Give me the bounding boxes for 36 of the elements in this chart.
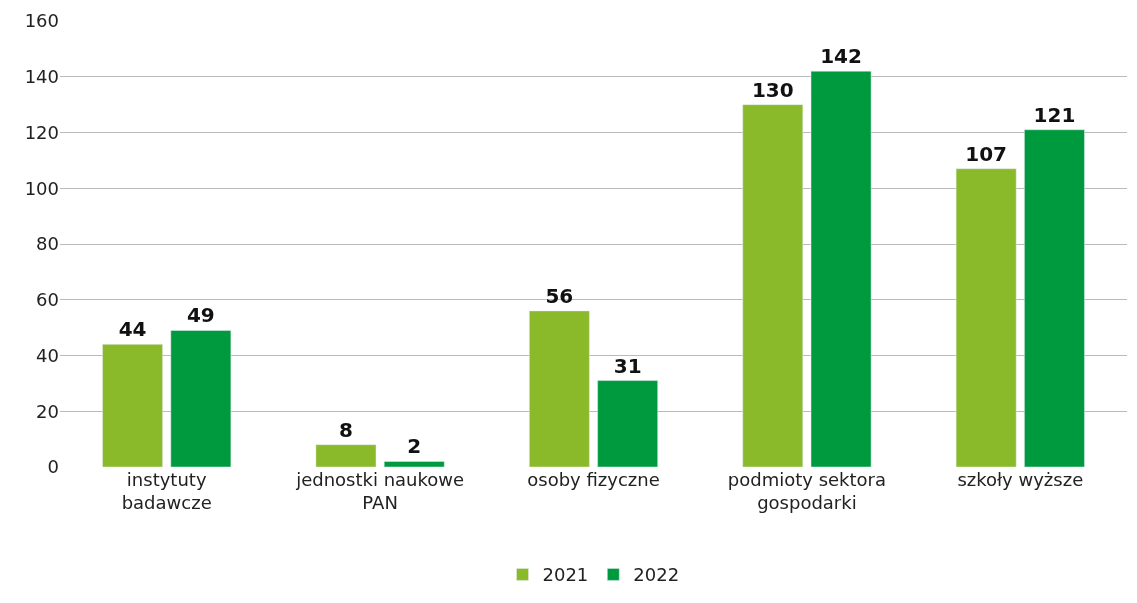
data-label: 49 [186,303,215,328]
data-label: 130 [751,77,794,102]
y-tick-label: 20 [36,400,59,422]
x-tick-label: podmioty sektora gospodarki [727,469,887,514]
x-tick-label: jednostki naukowe PAN [295,469,465,514]
bar [742,104,804,467]
y-tick-label: 140 [24,66,59,88]
data-label: 121 [1033,102,1076,127]
data-label: 56 [545,283,574,308]
bar [597,380,658,467]
bar [955,168,1017,467]
bar [1024,129,1085,467]
data-label: 44 [118,317,147,342]
y-tick-label: 120 [24,121,59,143]
data-label: 142 [820,44,862,69]
legend-label: 2022 [633,564,680,586]
y-tick-label: 0 [47,456,59,478]
bar [383,461,445,467]
y-tick-label: 80 [36,233,59,255]
legend-label: 2021 [542,564,589,586]
data-label: 107 [965,141,1008,166]
y-tick-label: 40 [36,344,59,366]
bar [315,444,377,467]
y-tick-label: 60 [36,289,59,311]
bar [102,344,163,467]
data-label: 2 [407,434,422,459]
y-tick-label: 160 [24,10,59,32]
bar [170,330,232,467]
bar [810,70,872,467]
x-tick-label: instytuty badawcze [121,469,212,514]
data-label: 8 [338,417,353,442]
x-tick-label: szkoły wyższe [957,469,1084,490]
y-tick-label: 100 [24,177,59,199]
data-label: 31 [613,353,642,378]
x-tick-label: osoby fizyczne [527,469,660,490]
bar [529,310,590,467]
